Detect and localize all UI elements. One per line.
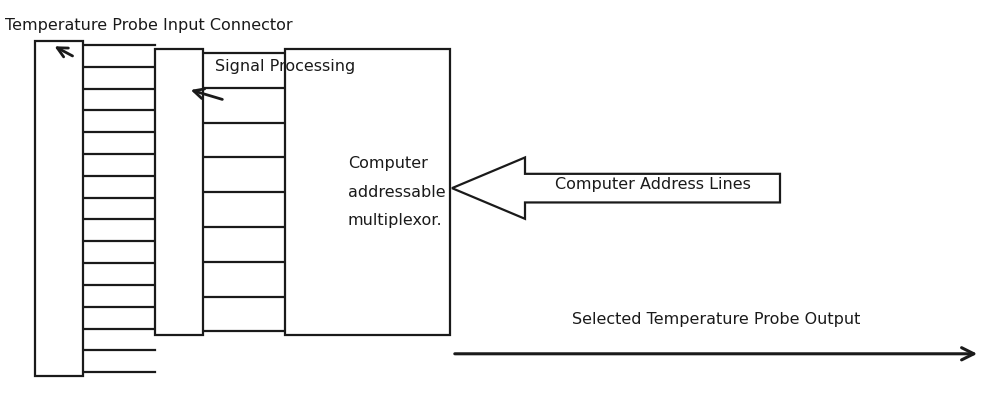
Text: Computer Address Lines: Computer Address Lines [555, 177, 751, 191]
Text: addressable: addressable [348, 185, 445, 200]
Text: multiplexor.: multiplexor. [348, 213, 442, 228]
Text: Temperature Probe Input Connector: Temperature Probe Input Connector [5, 18, 293, 34]
Bar [285, 49, 450, 335]
Text: Computer: Computer [348, 156, 428, 171]
Text: Signal Processing: Signal Processing [215, 58, 355, 74]
Bar [155, 49, 203, 335]
Text: Selected Temperature Probe Output: Selected Temperature Probe Output [572, 312, 860, 327]
Bar [35, 41, 83, 376]
